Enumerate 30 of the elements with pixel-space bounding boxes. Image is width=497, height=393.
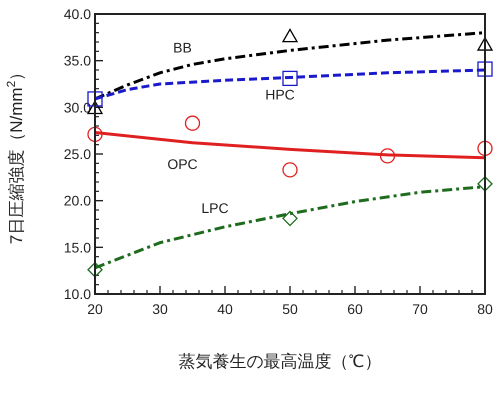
x-tick-label: 70 [412, 301, 428, 317]
point [282, 28, 298, 42]
point [477, 140, 493, 156]
y-tick-label: 40.0 [64, 6, 92, 22]
series-label: OPC [167, 156, 198, 172]
x-tick-label: 80 [477, 301, 493, 317]
y-tick-label: 25.0 [64, 146, 92, 162]
x-tick-label: 50 [282, 301, 298, 317]
point [477, 176, 493, 192]
point [282, 210, 298, 226]
x-tick-label: 40 [217, 301, 233, 317]
series-label: HPC [265, 86, 295, 102]
point [380, 148, 396, 164]
point [87, 262, 103, 278]
y-tick-label: 35.0 [64, 52, 92, 69]
point [477, 61, 493, 77]
x-tick-label: 60 [347, 301, 363, 317]
x-tick-label: 30 [152, 301, 168, 317]
y-tick-label: 20.0 [64, 192, 92, 209]
point [87, 126, 103, 142]
series-label: LPC [201, 200, 229, 216]
x-axis-title: 蒸気養生の最高温度（℃） [178, 352, 382, 371]
point [282, 70, 298, 86]
point [282, 162, 298, 178]
y-tick-label: 10.0 [64, 286, 92, 302]
point [184, 116, 200, 131]
y-tick-label: 15.0 [64, 239, 92, 256]
series-label: BB [173, 39, 192, 56]
point [477, 37, 493, 51]
x-tick-label: 20 [87, 301, 103, 317]
